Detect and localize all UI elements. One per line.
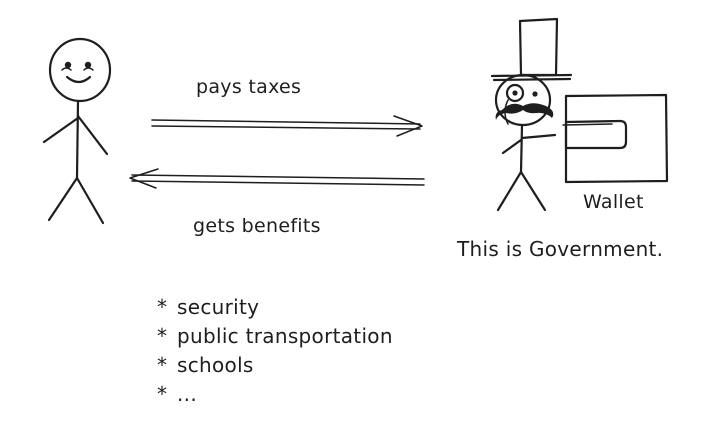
list-item: schools	[177, 353, 254, 377]
government-figure-icon	[490, 17, 573, 212]
wallet-label: Wallet	[583, 191, 644, 213]
list-bullet: *	[157, 353, 167, 377]
list-bullet: *	[157, 324, 167, 348]
gets-benefits-arrow	[129, 168, 425, 189]
citizen-figure-icon	[42, 37, 112, 225]
wallet-icon	[562, 93, 669, 184]
list-item: public transportation	[177, 324, 393, 348]
list-item: ...	[177, 382, 197, 406]
pays-taxes-label: pays taxes	[196, 76, 301, 98]
list-bullet: *	[157, 382, 167, 406]
gets-benefits-label: gets benefits	[193, 215, 321, 237]
list-item: security	[177, 295, 259, 319]
pays-taxes-arrow	[151, 115, 423, 137]
government-label: This is Government.	[456, 237, 663, 261]
list-bullet: *	[157, 295, 167, 319]
benefits-list: * security * public transportation * sch…	[157, 295, 393, 406]
